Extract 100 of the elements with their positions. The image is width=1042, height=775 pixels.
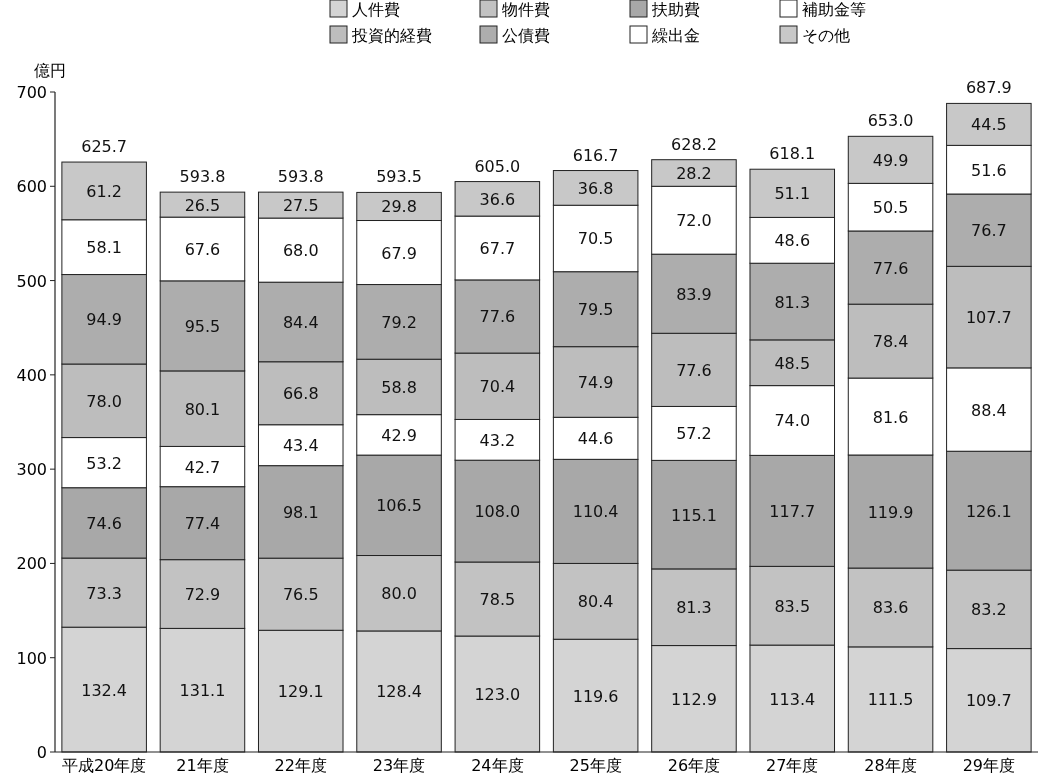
data-label: 81.6 — [872, 407, 909, 427]
data-label: 68.0 — [282, 241, 319, 261]
data-label: 43.4 — [282, 436, 319, 456]
data-label: 80.1 — [184, 399, 221, 419]
data-label: 131.1 — [179, 681, 226, 701]
total-label: 605.0 — [474, 156, 521, 176]
y-tick-label: 600 — [16, 177, 47, 197]
data-label: 67.7 — [479, 239, 516, 258]
data-label: 50.5 — [872, 198, 909, 218]
data-label: 128.4 — [376, 682, 422, 702]
x-tick-label: 平成20年度 — [61, 756, 147, 775]
total-label: 593.5 — [376, 167, 422, 187]
data-label: 76.7 — [971, 221, 1007, 241]
total-label: 687.9 — [965, 78, 1012, 98]
y-tick-label: 200 — [16, 554, 47, 574]
data-label: 36.8 — [577, 178, 614, 198]
x-tick-label: 21年度 — [176, 756, 229, 775]
data-label: 117.7 — [769, 501, 816, 521]
data-label: 74.0 — [774, 411, 811, 431]
data-label: 83.9 — [676, 284, 712, 304]
legend-label: 繰出金 — [651, 26, 700, 45]
data-label: 106.5 — [376, 496, 422, 516]
data-label: 72.0 — [676, 211, 712, 231]
data-label: 80.4 — [577, 592, 614, 612]
data-label: 51.1 — [774, 184, 811, 204]
data-label: 108.0 — [474, 502, 521, 522]
data-label: 74.6 — [86, 513, 122, 533]
data-label: 67.6 — [184, 239, 221, 259]
total-label: 593.8 — [179, 167, 226, 187]
y-tick-label: 0 — [36, 743, 47, 762]
data-label: 49.9 — [872, 150, 909, 170]
data-label: 29.8 — [381, 197, 417, 217]
data-label: 36.6 — [479, 189, 516, 209]
data-label: 119.9 — [867, 502, 914, 522]
data-label: 70.5 — [577, 229, 614, 249]
x-tick-label: 22年度 — [274, 756, 327, 775]
data-label: 42.9 — [381, 425, 417, 445]
data-label: 51.6 — [971, 160, 1007, 180]
data-label: 95.5 — [184, 316, 221, 336]
data-label: 79.5 — [577, 300, 614, 320]
data-label: 129.1 — [277, 682, 324, 702]
total-label: 628.2 — [671, 134, 717, 154]
legend-label: 物件費 — [502, 0, 550, 19]
y-tick-label: 700 — [16, 83, 47, 102]
total-label: 625.7 — [81, 137, 128, 157]
data-label: 78.0 — [86, 391, 122, 411]
data-label: 113.4 — [769, 689, 816, 709]
x-tick-label: 24年度 — [471, 756, 524, 775]
data-label: 83.2 — [971, 600, 1007, 620]
y-axis-title: 億円 — [34, 61, 66, 80]
data-label: 79.2 — [381, 312, 417, 332]
data-label: 107.7 — [965, 308, 1012, 328]
data-label: 109.7 — [965, 691, 1012, 711]
legend-label: 補助金等 — [802, 0, 866, 19]
data-label: 77.4 — [184, 514, 221, 534]
data-label: 81.3 — [774, 292, 811, 312]
data-label: 26.5 — [184, 195, 221, 215]
x-tick-label: 28年度 — [864, 756, 917, 775]
data-label: 94.9 — [86, 310, 122, 330]
data-label: 78.5 — [479, 590, 516, 610]
data-label: 58.8 — [381, 377, 417, 397]
data-label: 44.6 — [577, 429, 614, 449]
data-label: 88.4 — [971, 400, 1007, 420]
data-label: 132.4 — [81, 680, 128, 700]
legend-label: 人件費 — [352, 0, 400, 19]
data-label: 112.9 — [671, 689, 717, 709]
data-label: 70.4 — [479, 377, 516, 397]
x-tick-label: 26年度 — [667, 756, 721, 775]
data-label: 76.5 — [282, 585, 319, 605]
data-label: 66.8 — [282, 384, 319, 404]
legend-label: 投資的経費 — [351, 26, 432, 45]
legend-label: 公債費 — [502, 26, 550, 45]
x-tick-label: 27年度 — [766, 756, 819, 775]
legend-label: 扶助費 — [651, 0, 700, 19]
data-label: 61.2 — [86, 181, 122, 201]
data-label: 53.2 — [86, 453, 122, 473]
legend-label: その他 — [802, 26, 850, 45]
data-label: 57.2 — [676, 424, 712, 444]
data-label: 42.7 — [184, 457, 221, 477]
data-label: 28.2 — [676, 163, 712, 183]
total-label: 616.7 — [572, 145, 619, 165]
data-label: 110.4 — [572, 502, 619, 522]
data-label: 27.5 — [282, 196, 319, 216]
data-label: 83.5 — [774, 596, 811, 616]
data-label: 111.5 — [867, 690, 914, 710]
y-tick-label: 500 — [16, 271, 47, 291]
total-label: 593.8 — [277, 167, 324, 187]
data-label: 98.1 — [282, 502, 319, 522]
data-label: 67.9 — [381, 243, 417, 263]
y-tick-label: 100 — [16, 648, 47, 668]
data-label: 81.3 — [676, 598, 712, 618]
data-label: 115.1 — [671, 505, 717, 525]
data-label: 123.0 — [474, 685, 521, 705]
data-label: 48.5 — [774, 353, 811, 373]
data-label: 43.2 — [479, 430, 516, 450]
data-label: 78.4 — [872, 332, 909, 352]
data-label: 48.6 — [774, 231, 811, 251]
y-tick-label: 400 — [16, 365, 47, 385]
x-tick-label: 29年度 — [962, 756, 1016, 775]
y-tick-label: 300 — [16, 460, 47, 480]
